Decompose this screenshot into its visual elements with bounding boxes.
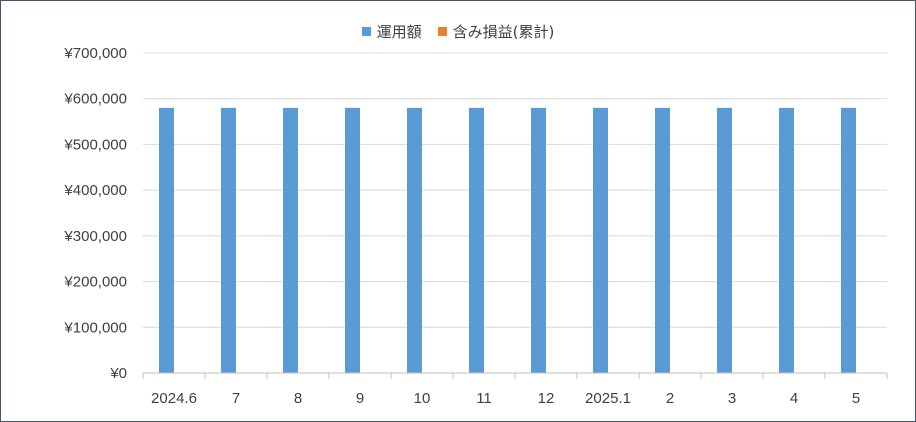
x-tick-label-9: 3	[728, 390, 736, 407]
x-tick-label-1: 7	[232, 390, 240, 407]
bar-series-0-3	[345, 107, 360, 373]
y-tick-label-7: ¥700,000	[63, 45, 127, 62]
bar-series-0-9	[717, 107, 732, 373]
bar-series-0-4	[407, 107, 422, 373]
x-tick-labels: 2024.6 7 8 9 10 11 12 2025.1 2 3 4 5	[151, 390, 860, 407]
y-tick-labels: ¥0 ¥100,000 ¥200,000 ¥300,000 ¥400,000 ¥500,0…	[63, 45, 127, 382]
axis	[142, 372, 888, 379]
gridlines	[143, 52, 887, 328]
legend-label-series-1: 含み損益(累計)	[452, 23, 555, 41]
bar-series-0-8	[655, 107, 670, 373]
bars	[159, 107, 856, 373]
bar-series-0-5	[469, 107, 484, 373]
bar-series-0-10	[779, 107, 794, 373]
x-tick-label-0: 2024.6	[151, 390, 197, 407]
x-tick-label-8: 2	[666, 390, 674, 407]
y-tick-label-6: ¥600,000	[63, 91, 127, 108]
bar-series-0-6	[531, 107, 546, 373]
y-tick-label-3: ¥300,000	[63, 228, 127, 245]
bar-series-0-2	[283, 107, 298, 373]
x-tick-label-6: 12	[538, 390, 555, 407]
y-tick-label-1: ¥100,000	[63, 319, 127, 336]
y-tick-label-4: ¥400,000	[63, 182, 127, 199]
x-tick-label-10: 4	[790, 390, 798, 407]
legend-item-series-1: 含み損益(累計)	[437, 21, 555, 42]
legend: 運用額 含み損益(累計)	[1, 21, 915, 42]
bar-series-0-1	[221, 107, 236, 373]
x-tick-label-4: 10	[414, 390, 431, 407]
x-tick-label-3: 9	[356, 390, 364, 407]
bar-series-0-7	[593, 107, 608, 373]
legend-swatch-series-0	[361, 27, 371, 36]
y-tick-label-2: ¥200,000	[63, 274, 127, 291]
x-tick-label-7: 2025.1	[585, 390, 631, 407]
legend-swatch-series-1	[437, 27, 447, 36]
legend-label-series-0: 運用額	[376, 23, 422, 41]
x-tick-label-5: 11	[476, 390, 492, 407]
x-tick-label-2: 8	[294, 390, 302, 407]
bar-series-0-0	[159, 107, 174, 373]
y-tick-label-0: ¥0	[109, 365, 127, 382]
x-tick-label-11: 5	[852, 390, 860, 407]
legend-item-series-0: 運用額	[361, 21, 422, 42]
bar-series-0-11	[841, 107, 856, 373]
y-tick-label-5: ¥500,000	[63, 136, 127, 153]
